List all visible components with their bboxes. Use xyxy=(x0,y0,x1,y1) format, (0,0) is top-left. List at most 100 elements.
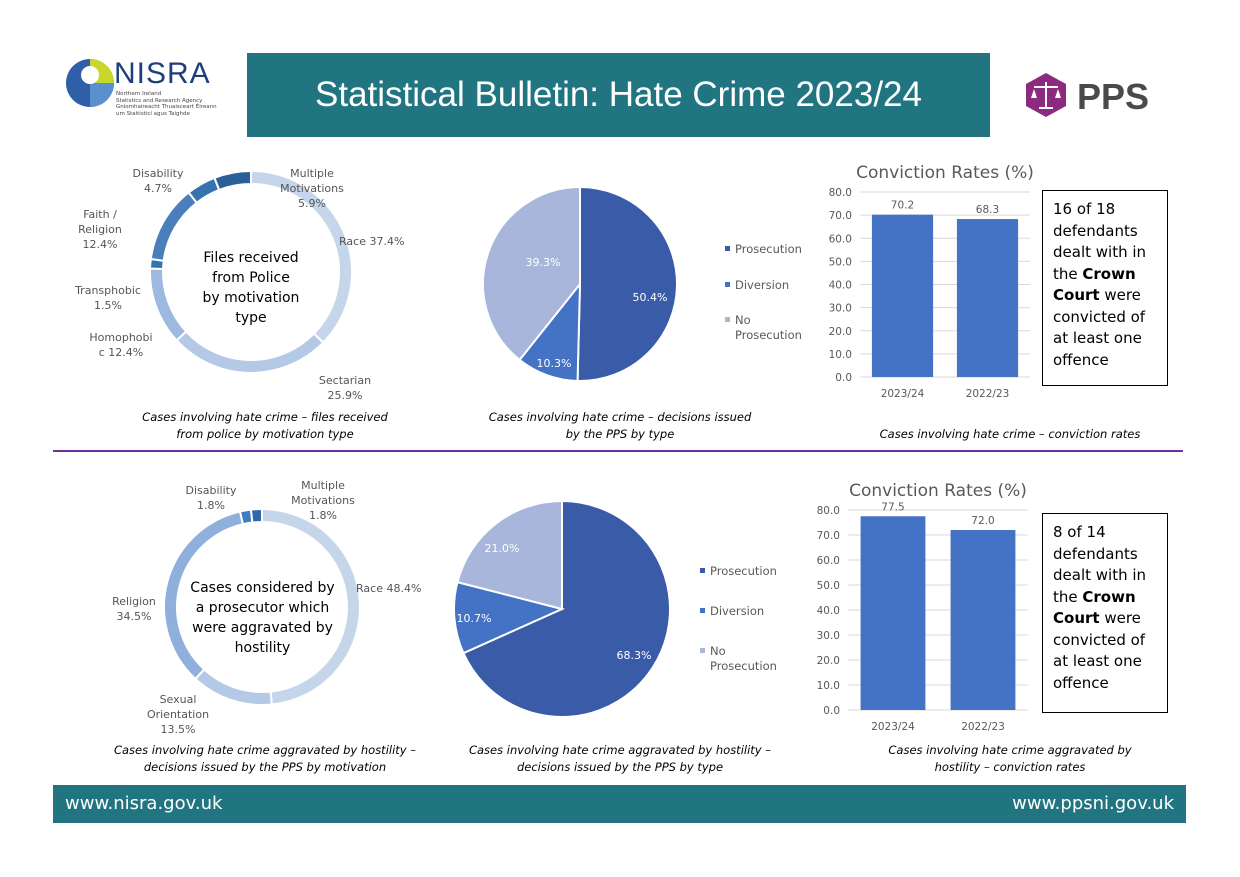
top-donut-label-2: Homophobi c 12.4% xyxy=(89,331,152,359)
bottom-bar-y-tick: 40.0 xyxy=(817,605,840,617)
bottom-bar-y-tick: 30.0 xyxy=(817,630,840,642)
bottom-donut-label-1: Sexual Orientation 13.5% xyxy=(147,693,209,736)
top-bar-value-label: 70.2 xyxy=(891,200,914,212)
bottom-donut-label-4: Multiple Motivations 1.8% xyxy=(291,479,355,522)
bottom-donut-label-2: Religion 34.5% xyxy=(112,595,156,623)
top-donut-label-0: Race 37.4% xyxy=(339,235,404,248)
footer-bar: www.nisra.gov.uk www.ppsni.gov.uk xyxy=(53,785,1186,823)
bottom-donut-slice-sexual-orientation xyxy=(193,667,273,706)
top-donut-slice-multiple-motivations xyxy=(213,169,252,192)
top-pie-slice-prosecution xyxy=(576,185,678,382)
top-pie-legend-swatch xyxy=(725,246,730,251)
bottom-donut-slice-multiple-motivations xyxy=(249,507,263,524)
bottom-bar-value-label: 72.0 xyxy=(971,515,994,527)
top-pie-value-label: 10.3% xyxy=(537,357,572,370)
top-bar-y-tick: 60.0 xyxy=(829,233,852,245)
nisra-sub2: Statistics and Research Agency xyxy=(116,97,203,104)
top-pie-legend-swatch xyxy=(725,317,730,322)
bottom-donut-label-3: Disability 1.8% xyxy=(186,484,237,512)
scales-of-justice-icon xyxy=(1026,73,1066,117)
top-bar-y-tick: 50.0 xyxy=(829,256,852,268)
top-bar-y-tick: 0.0 xyxy=(835,372,852,384)
top-conviction-box: 16 of 18 defendants dealt with in the Cr… xyxy=(1042,190,1168,386)
bottom-pie-legend-label: Diversion xyxy=(710,604,764,618)
bottom-bar-title: Conviction Rates (%) xyxy=(849,481,1027,501)
bottom-pie-legend-label: Prosecution xyxy=(710,564,777,578)
nisra-name: NISRA xyxy=(114,57,211,90)
top-donut-slice-disability xyxy=(187,176,221,205)
bottom-donut-label-0: Race 48.4% xyxy=(356,582,421,595)
top-donut-label-4: Faith / Religion 12.4% xyxy=(78,208,122,251)
bottom-bar-y-tick: 50.0 xyxy=(817,580,840,592)
top-pie-value-label: 39.3% xyxy=(526,256,561,269)
bottom-pie-legend-swatch xyxy=(700,608,705,613)
top-pie-legend-swatch xyxy=(725,282,730,287)
top-bar-y-tick: 40.0 xyxy=(829,280,852,292)
nisra-sub1: Northern Ireland xyxy=(116,91,162,97)
top-pie-caption: Cases involving hate crime – decisions i… xyxy=(488,410,752,441)
nisra-sub3: Gníomhaireacht Thuaisceart Éireann xyxy=(116,104,217,110)
top-donut-center-text: Files received from Police by motivation… xyxy=(202,250,300,326)
bottom-bar-x-tick: 2022/23 xyxy=(961,721,1005,733)
nisra-emblem-icon xyxy=(66,59,114,107)
bottom-pie-slice-prosecution xyxy=(462,499,671,718)
top-pie-legend-label: No Prosecution xyxy=(735,313,802,342)
pps-name: PPS xyxy=(1077,76,1150,117)
top-donut-caption: Cases involving hate crime – files recei… xyxy=(142,410,388,441)
bottom-donut-caption: Cases involving hate crime aggravated by… xyxy=(113,743,416,774)
top-bar-bar-0 xyxy=(871,214,934,377)
bottom-bar-y-tick: 10.0 xyxy=(817,680,840,692)
nisra-sub4: um Staitisticí agus Taighde xyxy=(116,110,190,117)
bottom-bar-value-label: 77.5 xyxy=(881,501,904,513)
top-donut-label-3: Transphobic 1.5% xyxy=(74,284,141,312)
header-banner: Statistical Bulletin: Hate Crime 2023/24 xyxy=(247,53,990,137)
top-donut-slice-sectarian xyxy=(175,330,325,374)
top-bar-y-tick: 80.0 xyxy=(829,187,852,199)
pps-logo: PPS xyxy=(1024,72,1164,122)
top-pie-value-label: 50.4% xyxy=(633,291,668,304)
top-pie-legend-label: Prosecution xyxy=(735,242,802,256)
nisra-url-link[interactable]: www.nisra.gov.uk xyxy=(65,793,223,814)
top-pie-chart: 50.4% 10.3% 39.3% Prosecution Diversion No Pr… xyxy=(482,185,802,382)
top-pie-slice-no-prosecution xyxy=(482,185,581,362)
bottom-pie-legend-swatch xyxy=(700,648,705,653)
top-donut-label-5: Disability 4.7% xyxy=(133,167,184,195)
bottom-pie-value-label: 21.0% xyxy=(485,542,520,555)
top-donut-label-1: Sectarian 25.9% xyxy=(319,374,371,402)
bottom-pie-value-label: 68.3% xyxy=(617,649,652,662)
bottom-bar-x-tick: 2023/24 xyxy=(871,721,915,733)
pps-url-link[interactable]: www.ppsni.gov.uk xyxy=(1012,793,1174,814)
bottom-bar-y-tick: 0.0 xyxy=(823,705,840,717)
bottom-pie-caption: Cases involving hate crime aggravated by… xyxy=(468,743,771,774)
top-bar-title: Conviction Rates (%) xyxy=(856,163,1034,183)
bottom-pie-value-label: 10.7% xyxy=(457,612,492,625)
bottom-bar-y-tick: 20.0 xyxy=(817,655,840,667)
nisra-logo: NISRA Northern Ireland Statistics and Re… xyxy=(62,55,232,135)
page-title: Statistical Bulletin: Hate Crime 2023/24 xyxy=(315,75,922,114)
bottom-pie-legend-label: No Prosecution xyxy=(710,644,777,673)
top-bar-y-tick: 70.0 xyxy=(829,210,852,222)
bottom-bar-y-tick: 80.0 xyxy=(817,505,840,517)
top-donut-chart: Race 37.4% Sectarian 25.9% Homophobi c 12.4%… xyxy=(74,167,404,402)
top-bar-chart: Conviction Rates (%) 0.0 10.0 20.0 30.0 40.0 5… xyxy=(829,163,1034,400)
bottom-pie-slice-no-prosecution xyxy=(456,499,563,611)
bottom-pie-slice-diversion xyxy=(453,580,566,655)
bottom-donut-center-text: Cases considered by a prosecutor which w… xyxy=(190,580,335,656)
top-bar-bar-1 xyxy=(956,219,1019,377)
top-bar-x-tick: 2022/23 xyxy=(966,388,1010,400)
top-pie-legend-label: Diversion xyxy=(735,278,789,292)
top-donut-label-6: Multiple Motivations 5.9% xyxy=(280,167,344,210)
bottom-pie-legend-swatch xyxy=(700,568,705,573)
bottom-bar-y-tick: 70.0 xyxy=(817,530,840,542)
top-bar-y-tick: 20.0 xyxy=(829,326,852,338)
section-divider xyxy=(53,450,1183,452)
bottom-bar-bar-1 xyxy=(950,530,1016,710)
bottom-bar-chart: Conviction Rates (%) 0.0 10.0 20.0 30.0 40.0 5… xyxy=(817,481,1028,733)
top-bar-value-label: 68.3 xyxy=(976,204,999,216)
bottom-bar-bar-0 xyxy=(860,516,926,710)
bottom-donut-chart: Race 48.4% Sexual Orientation 13.5% Religion… xyxy=(112,479,421,736)
bottom-bar-y-tick: 60.0 xyxy=(817,555,840,567)
top-bar-x-tick: 2023/24 xyxy=(881,388,925,400)
top-bar-y-tick: 30.0 xyxy=(829,303,852,315)
bottom-conviction-box: 8 of 14 defendants dealt with in the Cro… xyxy=(1042,513,1168,713)
